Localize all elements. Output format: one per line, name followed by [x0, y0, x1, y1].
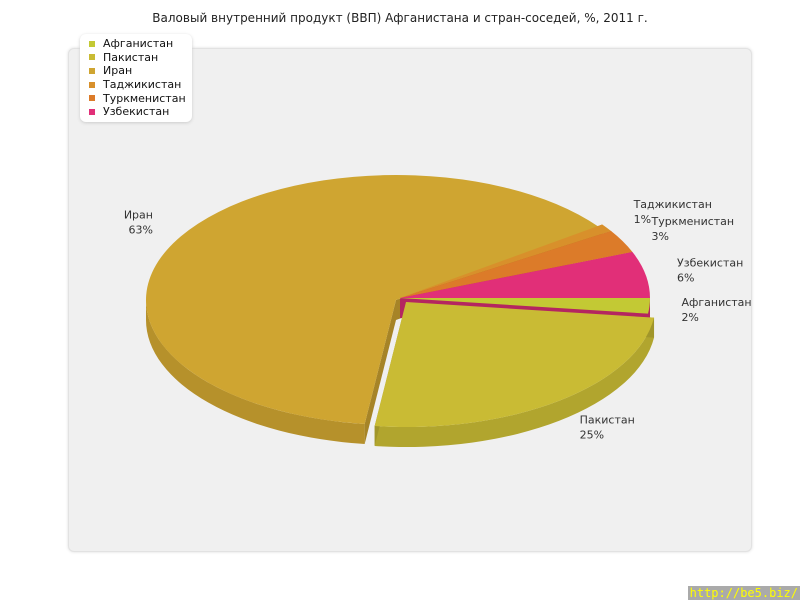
watermark-link[interactable]: http://be5.biz/ [687, 586, 800, 600]
pie-slice[interactable] [146, 175, 599, 425]
legend-item[interactable]: Иран [80, 64, 192, 78]
slice-value-label: 3% [651, 230, 668, 243]
slice-value-label: 63% [129, 223, 153, 236]
legend-swatch [89, 67, 95, 74]
pie-slice-wall [364, 300, 396, 445]
legend-item[interactable]: Пакистан [80, 51, 192, 65]
legend-label: Иран [103, 64, 133, 78]
slice-label: Иран [124, 208, 153, 221]
slice-label: Таджикистан [633, 198, 712, 211]
slice-value-label: 25% [580, 428, 604, 441]
legend-swatch [89, 81, 95, 88]
chart-title: Валовый внутренний продукт (ВВП) Афганис… [152, 11, 648, 25]
legend-swatch [89, 40, 95, 47]
legend-swatch [89, 54, 95, 61]
slice-label: Туркменистан [650, 215, 734, 228]
legend-item[interactable]: Узбекистан [80, 105, 192, 119]
pie-slice-side [374, 317, 655, 447]
legend-label: Туркменистан [103, 91, 186, 105]
legend-item[interactable]: Таджикистан [80, 78, 192, 92]
pie-slice[interactable] [374, 302, 655, 427]
legend-item[interactable]: Афганистан [80, 37, 192, 51]
pie-slice[interactable] [400, 298, 650, 314]
slice-value-label: 1% [634, 213, 651, 226]
legend-label: Таджикистан [103, 78, 182, 92]
legend-label: Афганистан [103, 37, 174, 51]
pie-slice-side [146, 300, 365, 445]
pie-slice[interactable] [400, 224, 612, 298]
legend: Афганистан Пакистан Иран Таджикистан Туркмен… [80, 34, 192, 122]
legend-label: Пакистан [103, 50, 159, 64]
slice-value-label: 2% [681, 311, 698, 324]
legend-swatch [89, 95, 95, 102]
slice-label: Пакистан [580, 413, 635, 426]
legend-label: Узбекистан [103, 105, 170, 119]
legend-item[interactable]: Туркменистан [80, 91, 192, 105]
slice-label: Узбекистан [677, 257, 743, 270]
pie-slice[interactable] [400, 251, 650, 298]
pie-slice[interactable] [400, 231, 633, 298]
legend-swatch [89, 108, 95, 115]
slice-value-label: 6% [677, 272, 694, 285]
slice-label: Афганистан [681, 296, 751, 309]
